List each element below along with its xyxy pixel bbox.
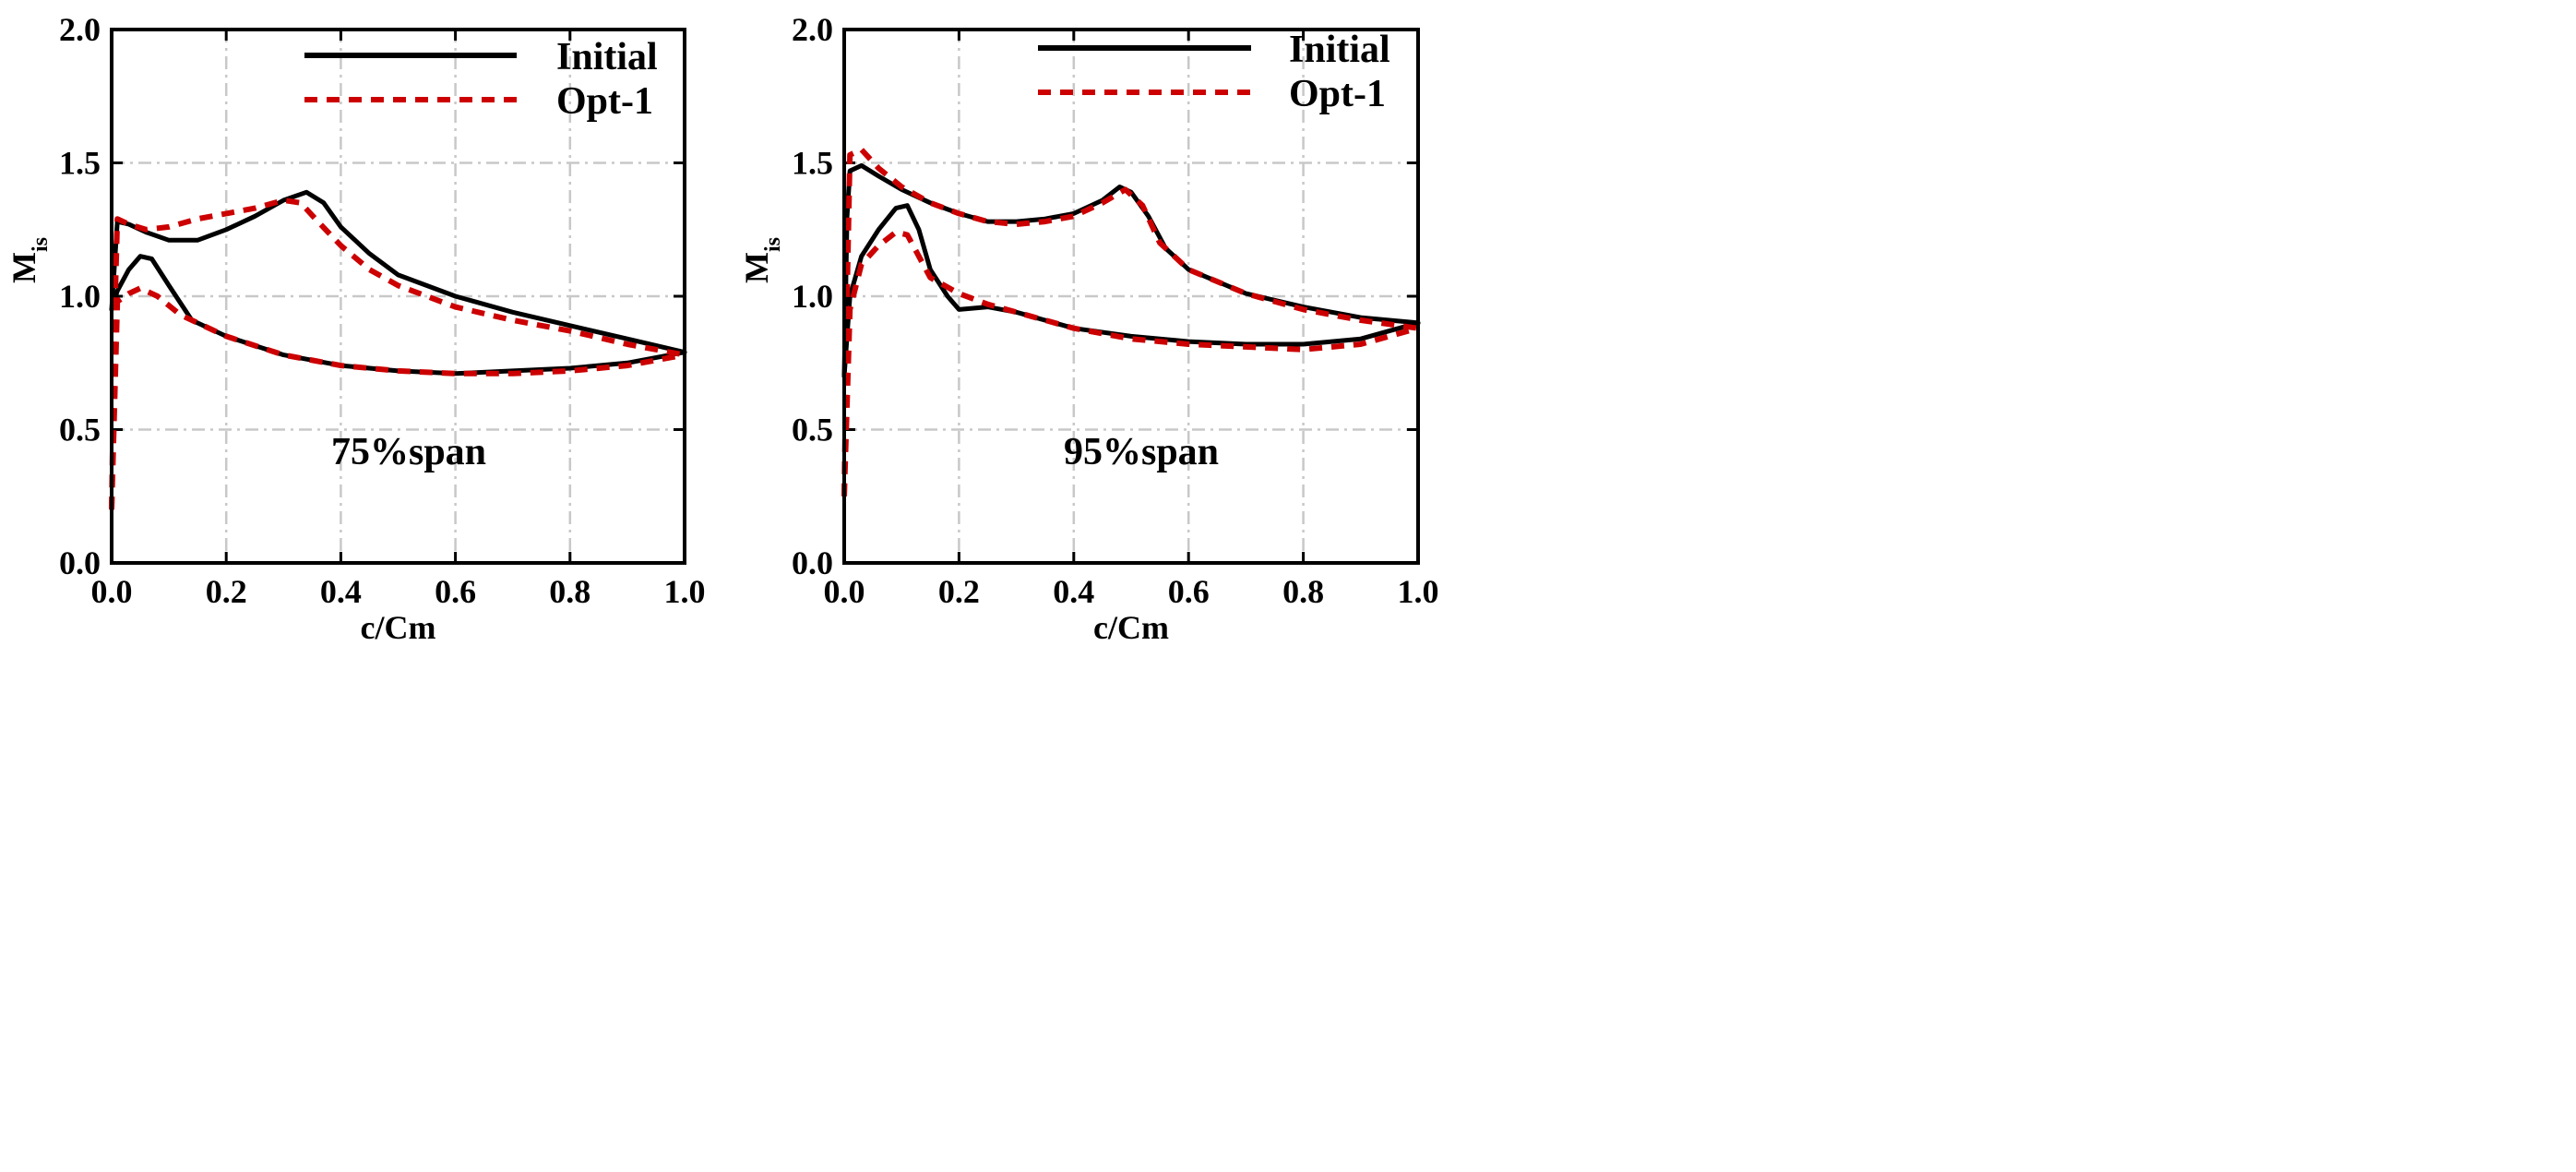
figure: 0.0 0.2 0.4 0.6 0.8 1.0 0.0 0.5 1.0 1.5 2.0 c/Cm Mis… (6, 11, 1439, 646)
legend-label-opt-1: Opt-1 (556, 80, 653, 123)
y-axis-label-subscript: is (761, 237, 785, 252)
y-tick-label: 0.0 (59, 544, 101, 581)
legend-label-opt-1: Opt-1 (1289, 73, 1386, 115)
x-tick-label: 0.0 (91, 573, 133, 610)
y-tick-label: 0.5 (59, 412, 101, 448)
y-tick-label: 1.5 (792, 145, 833, 182)
y-tick-label: 1.5 (59, 145, 101, 182)
chart-panel-1: 0.0 0.2 0.4 0.6 0.8 1.0 0.0 0.5 1.0 1.5 2.0 c/Cm Mis… (6, 11, 706, 646)
x-tick-label: 0.0 (824, 573, 865, 610)
y-tick-label: 0.5 (792, 412, 833, 448)
y-tick-label: 2.0 (59, 11, 101, 48)
x-tick-label: 0.6 (1168, 573, 1210, 610)
x-tick-label: 0.2 (206, 573, 247, 610)
x-tick-label: 0.4 (320, 573, 362, 610)
y-tick-label: 1.0 (59, 278, 101, 315)
y-axis-label: Mis (738, 237, 785, 283)
legend-label-initial: Initial (556, 36, 658, 78)
y-axis-label: Mis (6, 237, 53, 283)
legend-label-initial: Initial (1289, 29, 1390, 71)
x-tick-label: 1.0 (1398, 573, 1439, 610)
chart-panel-2: 0.0 0.2 0.4 0.6 0.8 1.0 0.0 0.5 1.0 1.5 2.0 c/Cm Mis… (738, 11, 1439, 646)
x-tick-label: 1.0 (664, 573, 706, 610)
y-axis-label-subscript: is (29, 237, 53, 252)
y-axis-label-main: M (738, 252, 775, 283)
series-initial-lower (841, 203, 1421, 379)
x-axis-label: c/Cm (361, 609, 436, 646)
x-tick-label: 0.6 (435, 573, 476, 610)
x-axis-label: c/Cm (1093, 609, 1169, 646)
y-tick-label: 1.0 (792, 278, 833, 315)
series-opt-1-upper (109, 197, 686, 510)
x-tick-label: 0.4 (1053, 573, 1094, 610)
span-annotation: 75%span (331, 431, 486, 473)
series-opt-1-lower (109, 285, 686, 510)
series-opt-1-upper (841, 147, 1419, 496)
y-axis-label-main: M (6, 252, 42, 283)
series-initial-upper (109, 189, 687, 355)
span-annotation: 95%span (1064, 431, 1219, 473)
plot-frame (842, 28, 1420, 565)
y-tick-label: 0.0 (792, 544, 833, 581)
x-tick-label: 0.8 (549, 573, 590, 610)
plot-frame (110, 28, 686, 565)
series-opt-1-lower (841, 229, 1419, 496)
x-tick-label: 0.8 (1282, 573, 1324, 610)
y-tick-label: 2.0 (792, 11, 833, 48)
x-tick-label: 0.2 (938, 573, 980, 610)
